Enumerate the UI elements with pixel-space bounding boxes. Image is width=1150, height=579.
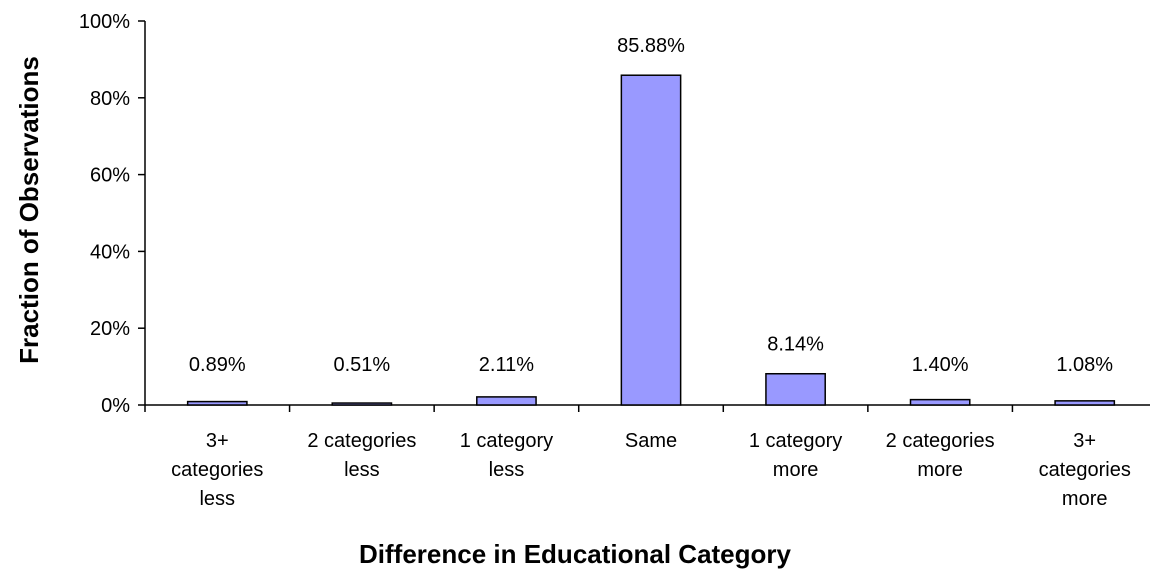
category-label-line: more: [1062, 488, 1108, 510]
category-label-line: more: [917, 459, 963, 481]
bar: [765, 372, 826, 406]
bar: [909, 398, 971, 406]
data-label: 85.88%: [617, 35, 685, 57]
y-tick-label: 0%: [101, 395, 130, 417]
category-label-line: 2 categories: [886, 430, 995, 452]
category-label: 1 category more: [749, 430, 842, 481]
y-axis: 0% 20% 40% 60% 80% 100%: [79, 11, 146, 417]
x-axis: [144, 404, 1150, 412]
y-tick-label: 100%: [79, 11, 130, 33]
category-label-line: less: [199, 488, 235, 510]
data-label: 0.51%: [333, 354, 390, 376]
category-label-line: 3+: [206, 430, 229, 452]
category-label-line: less: [344, 459, 380, 481]
category-label-line: 3+: [1073, 430, 1096, 452]
category-label-line: categories: [1039, 459, 1131, 481]
category-label: 3+ categories less: [171, 430, 263, 510]
bar: [476, 396, 537, 406]
data-label: 0.89%: [189, 354, 246, 376]
y-tick-label: 40%: [90, 241, 130, 263]
bar: [186, 400, 248, 406]
category-label-line: 2 categories: [307, 430, 416, 452]
category-label: 1 category less: [460, 430, 553, 481]
category-label-line: 1 category: [749, 430, 842, 452]
y-axis-title: Fraction of Observations: [14, 56, 44, 364]
y-tick-label: 80%: [90, 88, 130, 110]
bar: [331, 402, 393, 406]
data-label: 2.11%: [479, 354, 534, 376]
category-label-line: categories: [171, 459, 263, 481]
category-label-line: Same: [625, 430, 677, 452]
data-label: 8.14%: [767, 334, 824, 356]
category-label: 2 categories less: [307, 430, 416, 481]
bar: [1054, 400, 1116, 406]
category-label: Same: [625, 430, 677, 452]
category-label-line: 1 category: [460, 430, 553, 452]
x-axis-title: Difference in Educational Category: [359, 539, 792, 569]
category-label: 3+ categories more: [1039, 430, 1131, 510]
data-label: 1.40%: [912, 354, 969, 376]
data-label: 1.08%: [1056, 354, 1113, 376]
category-label-line: less: [489, 459, 525, 481]
bar: [620, 74, 682, 406]
bars: [186, 74, 1116, 406]
category-label-line: more: [773, 459, 819, 481]
y-tick-label: 60%: [90, 165, 130, 187]
category-label: 2 categories more: [886, 430, 995, 481]
y-tick-label: 20%: [90, 318, 130, 340]
data-labels: 0.89% 0.51% 2.11% 85.88% 8.14% 1.40% 1.08%: [189, 35, 1113, 376]
